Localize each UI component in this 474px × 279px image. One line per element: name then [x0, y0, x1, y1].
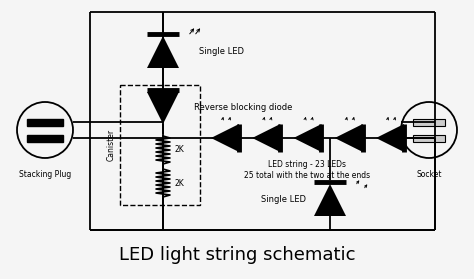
Text: 2K: 2K [175, 146, 185, 155]
Polygon shape [376, 124, 404, 152]
Text: Stacking Plug: Stacking Plug [19, 170, 71, 179]
Polygon shape [252, 124, 280, 152]
Text: Single LED: Single LED [261, 196, 306, 205]
Bar [27, 119, 63, 126]
Text: Socket: Socket [416, 170, 442, 179]
Text: LED light string schematic: LED light string schematic [119, 246, 355, 264]
Bar [27, 134, 63, 141]
Text: 2K: 2K [175, 179, 185, 187]
Bar [413, 134, 445, 141]
Polygon shape [314, 184, 346, 216]
Polygon shape [147, 92, 179, 124]
Text: Reverse blocking diode: Reverse blocking diode [194, 104, 292, 112]
Text: Canister: Canister [107, 129, 116, 161]
Polygon shape [293, 124, 321, 152]
Bar [120, 85, 200, 205]
Text: LED string - 23 LEDs: LED string - 23 LEDs [268, 160, 346, 169]
Text: 25 total with the two at the ends: 25 total with the two at the ends [245, 171, 371, 180]
Polygon shape [211, 124, 239, 152]
Bar [413, 119, 445, 126]
Polygon shape [335, 124, 363, 152]
Text: Single LED: Single LED [199, 47, 244, 57]
Polygon shape [147, 36, 179, 68]
